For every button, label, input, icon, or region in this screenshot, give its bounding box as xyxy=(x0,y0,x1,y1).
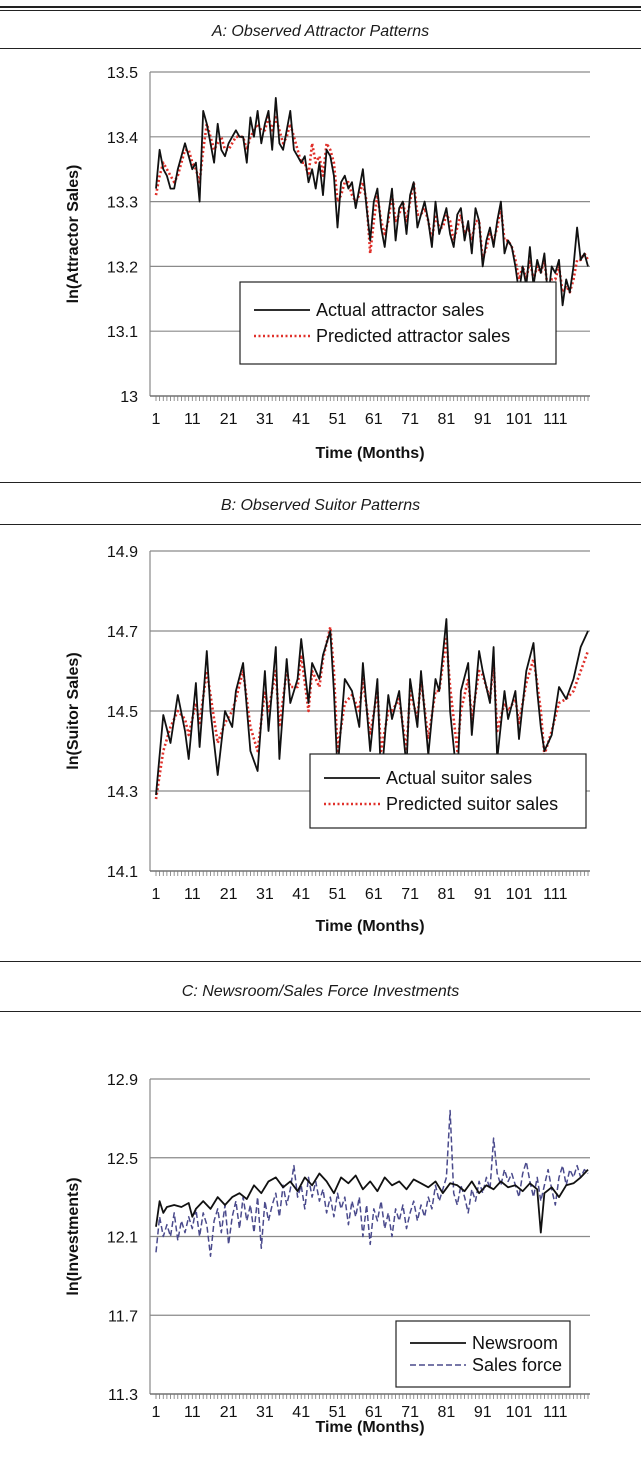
x-tick-label: 91 xyxy=(474,1404,492,1421)
legend-box xyxy=(239,281,557,365)
chart-c: 11.311.712.112.512.91 11 21 31 41 51 61 71 81 91 1… xyxy=(65,1072,590,1436)
x-axis-title: Time (Months) xyxy=(315,918,424,935)
y-axis-title: ln(Attractor Sales) xyxy=(65,165,82,304)
y-tick-label: 12.1 xyxy=(107,1230,138,1247)
x-tick-label: 41 xyxy=(292,886,310,903)
top-rule xyxy=(0,10,641,11)
y-tick-label: 11.3 xyxy=(108,1387,138,1404)
x-tick-label: 91 xyxy=(474,411,492,428)
legend-label: Predicted suitor sales xyxy=(386,794,558,814)
y-tick-label: 12.9 xyxy=(107,1072,138,1089)
y-axis-title: ln(Suitor Sales) xyxy=(65,652,82,769)
legend-label: Sales force xyxy=(472,1355,562,1375)
panel-c-rule xyxy=(0,1011,641,1012)
x-tick-label: 41 xyxy=(292,1404,310,1421)
y-tick-label: 11.7 xyxy=(108,1308,138,1325)
y-tick-label: 13.4 xyxy=(107,130,138,147)
x-tick-label: 31 xyxy=(256,886,274,903)
panel-c-top-rule xyxy=(0,961,641,962)
top-double-rule xyxy=(0,6,641,8)
y-tick-label: 12.5 xyxy=(107,1151,138,1168)
y-tick-label: 13.2 xyxy=(107,259,138,276)
panel-a-title: A: Observed Attractor Patterns xyxy=(211,23,430,40)
series-line-secondary xyxy=(154,116,590,294)
x-tick-label: 31 xyxy=(256,411,274,428)
x-tick-label: 101 xyxy=(506,411,533,428)
x-tick-label: 1 xyxy=(152,886,161,903)
x-tick-label: 61 xyxy=(365,886,383,903)
y-tick-label: 13 xyxy=(120,389,138,406)
series-line-primary xyxy=(155,1168,589,1234)
chart-b: 14.114.314.514.714.91 11 21 31 41 51 61 71 81 91 1… xyxy=(65,544,590,935)
y-tick-label: 14.5 xyxy=(107,704,138,721)
x-tick-label: 111 xyxy=(543,1404,567,1421)
x-tick-label: 71 xyxy=(401,411,419,428)
y-tick-label: 13.1 xyxy=(107,324,138,341)
x-tick-label: 41 xyxy=(292,411,310,428)
x-axis-title: Time (Months) xyxy=(315,445,424,462)
y-tick-label: 14.3 xyxy=(107,784,138,801)
x-tick-label: 31 xyxy=(256,1404,274,1421)
panel-c-title: C: Newsroom/Sales Force Investments xyxy=(181,983,460,1000)
y-tick-label: 14.7 xyxy=(107,624,138,641)
y-tick-label: 14.9 xyxy=(107,544,138,561)
legend-label: Actual attractor sales xyxy=(316,300,484,320)
x-tick-label: 51 xyxy=(329,411,347,428)
legend-label: Actual suitor sales xyxy=(386,768,532,788)
x-tick-label: 101 xyxy=(506,1404,533,1421)
legend-box xyxy=(395,1320,571,1388)
x-tick-label: 1 xyxy=(152,411,161,428)
x-tick-label: 71 xyxy=(401,886,419,903)
y-tick-label: 13.3 xyxy=(107,195,138,212)
panel-b-rule xyxy=(0,524,641,525)
series-line-secondary xyxy=(155,1109,589,1257)
y-tick-label: 13.5 xyxy=(107,65,138,82)
x-tick-label: 51 xyxy=(329,886,347,903)
x-tick-label: 71 xyxy=(401,1404,419,1421)
x-tick-label: 61 xyxy=(365,1404,383,1421)
legend-label: Predicted attractor sales xyxy=(316,326,510,346)
legend-label: Newsroom xyxy=(472,1333,558,1353)
x-tick-label: 11 xyxy=(184,411,201,428)
x-tick-label: 1 xyxy=(152,1404,161,1421)
x-tick-label: 81 xyxy=(438,886,456,903)
y-tick-label: 14.1 xyxy=(107,864,138,881)
series-line-primary xyxy=(155,97,589,307)
x-tick-label: 111 xyxy=(543,886,567,903)
x-tick-label: 61 xyxy=(365,411,383,428)
panel-b-top-rule xyxy=(0,482,641,483)
panel-b-title: B: Observed Suitor Patterns xyxy=(220,497,421,514)
x-tick-label: 91 xyxy=(474,886,492,903)
legend-box xyxy=(309,753,587,829)
x-tick-label: 21 xyxy=(220,886,238,903)
panel-a-rule xyxy=(0,48,641,49)
x-tick-label: 11 xyxy=(184,1404,201,1421)
x-tick-label: 21 xyxy=(220,411,238,428)
x-tick-label: 111 xyxy=(543,411,567,428)
x-tick-label: 81 xyxy=(438,1404,456,1421)
x-axis-title: Time (Months) xyxy=(315,1419,424,1436)
x-tick-label: 81 xyxy=(438,411,456,428)
x-tick-label: 11 xyxy=(184,886,201,903)
x-tick-label: 51 xyxy=(329,1404,347,1421)
x-tick-label: 101 xyxy=(506,886,533,903)
y-axis-title: ln(Investments) xyxy=(65,1177,82,1295)
series-line-primary xyxy=(155,618,589,796)
x-tick-label: 21 xyxy=(220,1404,238,1421)
